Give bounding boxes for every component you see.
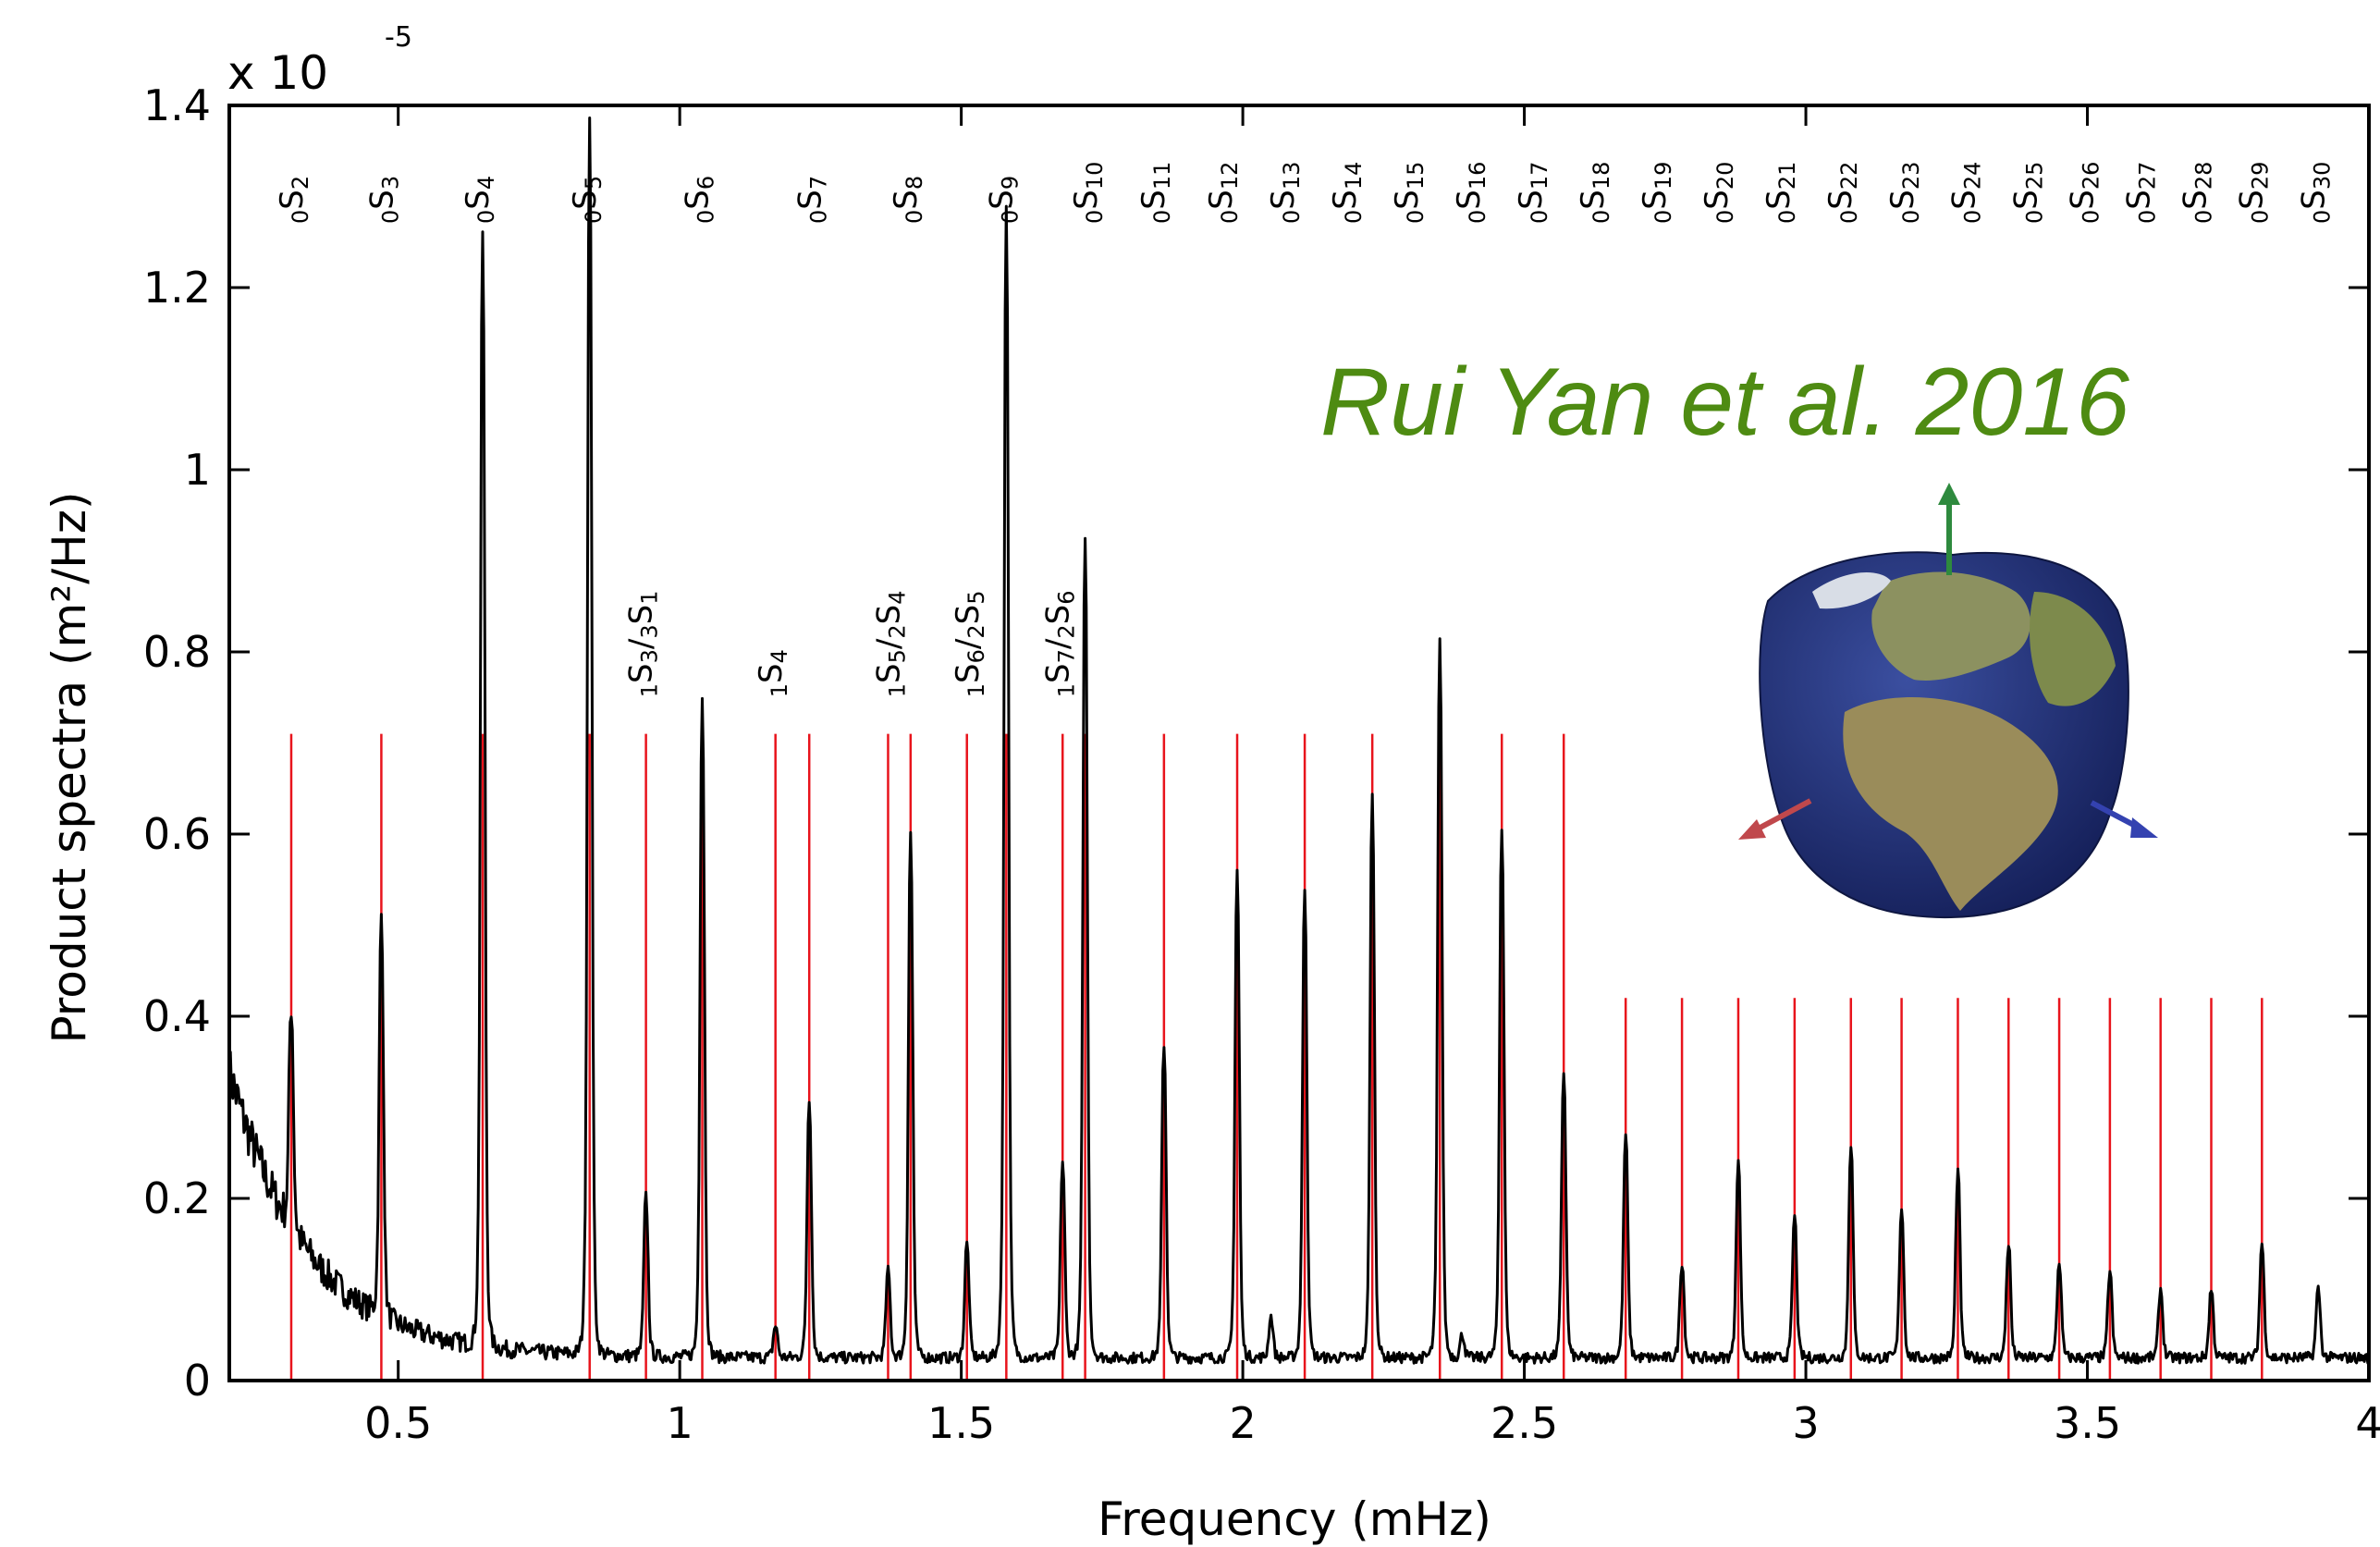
x-axis-ticks: 0.5 1 1.5 2 2.5 3 3.5 4: [364, 105, 2380, 1448]
x-tick-label: 1.5: [927, 1398, 995, 1448]
y-tick-label: 0.2: [143, 1173, 211, 1223]
mode-label: 0S4: [460, 176, 499, 224]
mode-label: 0S24: [1946, 162, 1986, 224]
globe-land-africa: [1843, 696, 2058, 911]
mode-labels: 0S2 0S3 0S4 0S5 0S6 0S7 0S8 0S9 0S10 0S11 0S12 0S13…: [274, 162, 2335, 698]
y-axis-title: Product spectra (m²/Hz): [43, 492, 96, 1044]
y-scale-label: x 10: [227, 46, 328, 100]
arrow-right-head-icon: [2130, 817, 2158, 838]
mode-label: 1S4: [753, 649, 792, 697]
y-tick-label: 0.4: [143, 991, 211, 1041]
mode-label: 0S19: [1637, 162, 1676, 224]
mode-label: 0S14: [1327, 162, 1367, 224]
y-axis-ticks: 0 0.2 0.4 0.6 0.8 1 1.2 1.4: [143, 80, 2369, 1406]
globe-land-asia: [2030, 592, 2116, 706]
mode-label: 1S5/2S4: [871, 590, 911, 697]
x-tick-label: 3.5: [2054, 1398, 2121, 1448]
mode-label: 0S26: [2065, 162, 2104, 224]
mode-label: 0S21: [1760, 162, 1800, 224]
x-axis-title: Frequency (mHz): [1098, 1492, 1491, 1546]
globe-land-arctic: [1812, 571, 1891, 609]
mode-label: 0S27: [2121, 162, 2161, 224]
mode-label: 0S2: [274, 176, 313, 224]
mode-label: 0S7: [791, 176, 831, 224]
mode-label: 1S6/2S5: [950, 590, 989, 697]
y-scale-exponent: -5: [385, 21, 412, 54]
y-tick-label: 0: [184, 1356, 211, 1406]
plot-frame: [227, 104, 2371, 1382]
mode-label: 0S10: [1068, 162, 1108, 224]
mode-label: 0S29: [2233, 162, 2273, 224]
mode-label: 0S20: [1699, 162, 1738, 224]
x-tick-label: 2.5: [1491, 1398, 1558, 1448]
mode-label: 0S13: [1265, 162, 1305, 224]
x-tick-label: 3: [1792, 1398, 1819, 1448]
mode-label: 0S18: [1575, 162, 1614, 224]
mode-label: 0S22: [1822, 162, 1862, 224]
arrow-left-head-icon: [1738, 819, 1766, 840]
y-tick-label: 1: [184, 445, 211, 495]
arrow-left-icon: [1753, 798, 1812, 833]
x-tick-label: 1: [667, 1398, 693, 1448]
x-tick-label: 0.5: [364, 1398, 432, 1448]
mode-label: 0S25: [2008, 162, 2048, 224]
mode-label: 0S16: [1451, 162, 1491, 224]
y-tick-label: 0.6: [143, 809, 211, 859]
globe-illustration: [1738, 483, 2158, 919]
credit-annotation: Rui Yan et al. 2016: [1320, 349, 2129, 456]
mode-label: 0S17: [1513, 162, 1552, 224]
spectrum-curve: [227, 117, 2371, 1365]
mode-label: 0S11: [1135, 162, 1175, 224]
mode-label: 0S9: [983, 176, 1023, 224]
mode-label: 0S5: [567, 176, 607, 224]
mode-label: 0S30: [2295, 162, 2335, 224]
mode-label: 0S3: [364, 176, 404, 224]
y-tick-label: 1.4: [143, 80, 211, 130]
mode-label: 0S28: [2177, 162, 2216, 224]
mode-label: 0S8: [888, 176, 927, 224]
globe-land-europe: [1871, 571, 2031, 681]
x-tick-label: 4: [2355, 1398, 2380, 1448]
y-tick-label: 0.8: [143, 627, 211, 677]
mode-label: 0S15: [1389, 162, 1429, 224]
y-tick-label: 1.2: [143, 263, 211, 313]
mode-label: 0S23: [1884, 162, 1924, 224]
x-tick-label: 2: [1229, 1398, 1256, 1448]
mode-label: 1S7/2S6: [1039, 590, 1079, 697]
mode-label: 1S3/3S1: [623, 590, 663, 697]
arrow-up-head-icon: [1938, 483, 1960, 505]
mode-label: 0S12: [1203, 162, 1243, 224]
mode-label: 0S6: [680, 176, 719, 224]
